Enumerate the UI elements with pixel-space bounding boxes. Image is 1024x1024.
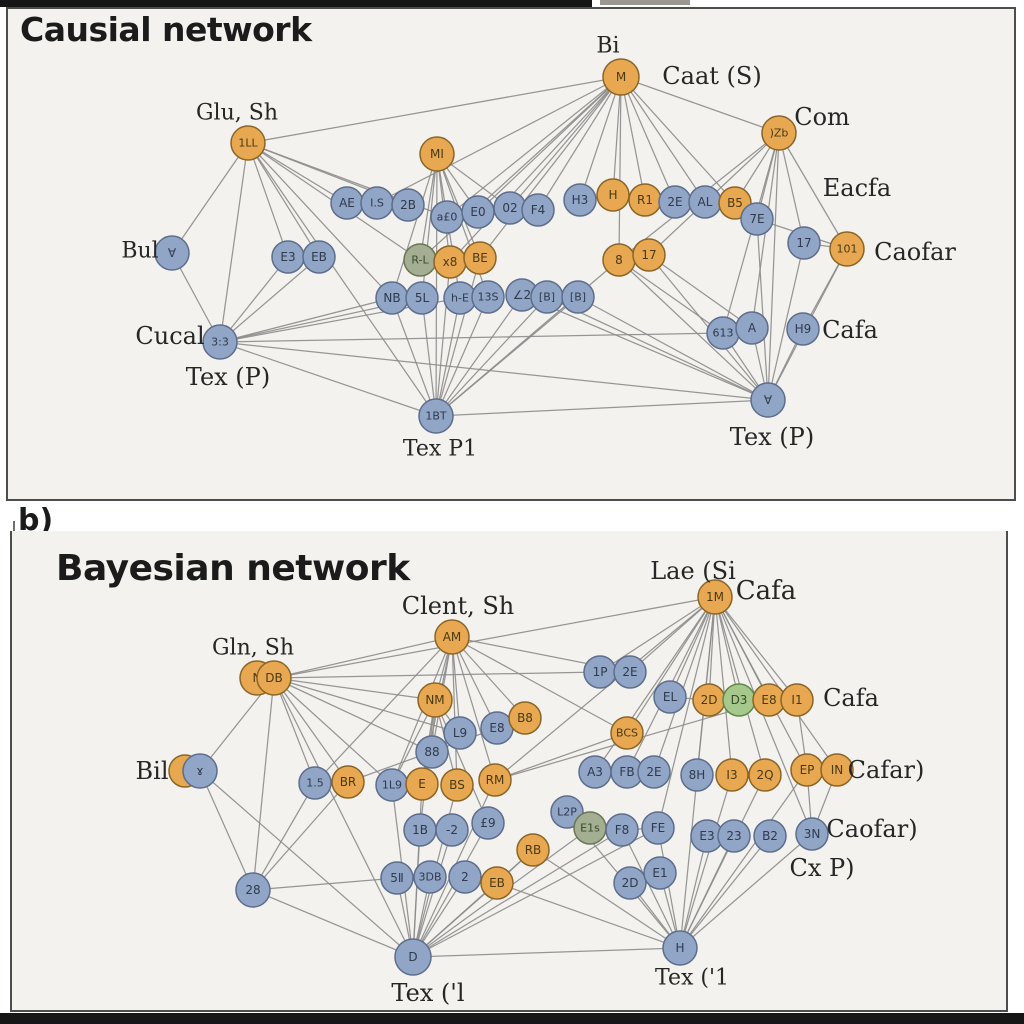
causal-title: Causial network xyxy=(20,10,312,49)
top-edge-bar xyxy=(0,0,592,7)
top-edge-bar-fragment xyxy=(600,0,690,5)
bayesian-title: Bayesian network xyxy=(56,548,410,589)
causal-panel xyxy=(6,7,1016,501)
bayesian-panel xyxy=(10,531,1008,1012)
bottom-edge-bar xyxy=(0,1013,1024,1024)
